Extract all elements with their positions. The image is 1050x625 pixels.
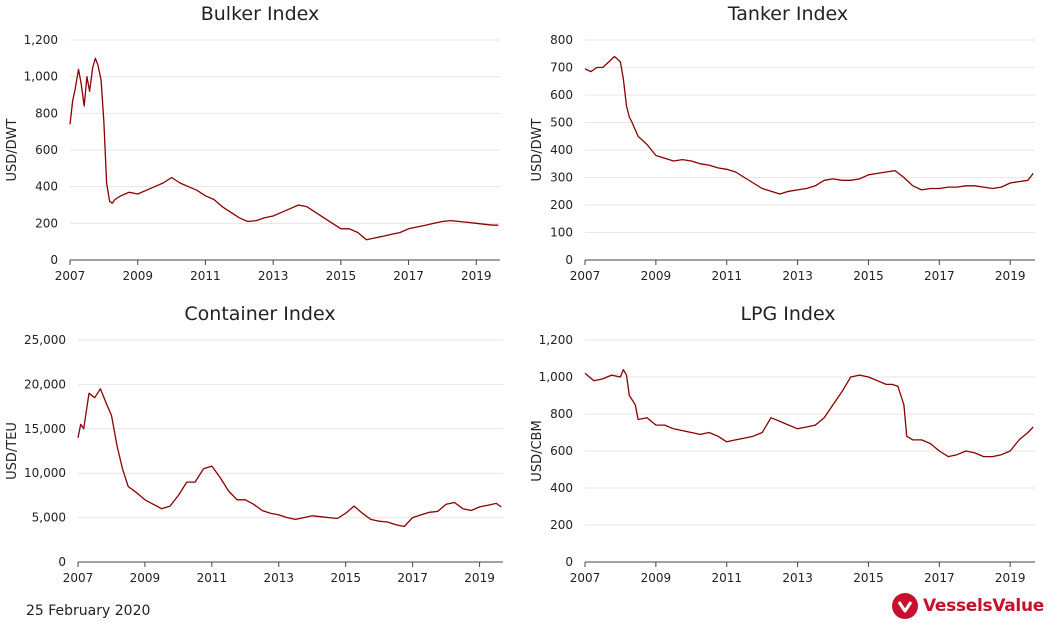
x-tick-label: 2009	[122, 269, 153, 283]
x-tick-label: 2011	[711, 571, 742, 585]
y-tick-label: 1,000	[539, 370, 573, 384]
x-tick-label: 2009	[641, 269, 672, 283]
y-tick-label: 1,000	[24, 70, 58, 84]
y-axis-label: USD/TEU	[5, 422, 20, 480]
series-line	[584, 55, 1034, 195]
y-tick-label: 0	[50, 253, 58, 267]
x-tick-label: 2013	[782, 269, 813, 283]
y-tick-label: 800	[550, 407, 573, 421]
series-line	[584, 368, 1034, 458]
x-tick-label: 2017	[393, 269, 424, 283]
x-tick-label: 2015	[853, 269, 884, 283]
y-tick-label: 600	[550, 444, 573, 458]
y-tick-label: 0	[58, 555, 66, 569]
vesselsvalue-logo-icon	[891, 593, 918, 619]
chart-title: Bulker Index	[201, 3, 320, 25]
chart-title: Container Index	[184, 303, 335, 325]
y-tick-label: 600	[35, 143, 58, 157]
x-tick-label: 2007	[55, 269, 86, 283]
x-tick-label: 2019	[461, 269, 492, 283]
brand-logo: VesselsValue	[891, 592, 1044, 620]
series-line	[69, 57, 499, 241]
y-tick-label: 200	[550, 198, 573, 212]
y-tick-label: 300	[550, 171, 573, 185]
y-tick-label: 400	[35, 180, 58, 194]
y-tick-label: 400	[550, 143, 573, 157]
x-tick-label: 2007	[63, 571, 94, 585]
y-tick-label: 0	[565, 253, 573, 267]
y-tick-label: 200	[550, 518, 573, 532]
x-tick-label: 2013	[264, 571, 295, 585]
y-tick-label: 0	[565, 555, 573, 569]
y-tick-label: 15,000	[24, 422, 66, 436]
x-tick-label: 2015	[330, 571, 361, 585]
x-tick-label: 2019	[464, 571, 495, 585]
y-tick-label: 800	[550, 33, 573, 47]
x-tick-label: 2009	[641, 571, 672, 585]
y-tick-label: 500	[550, 116, 573, 130]
bulker-index-chart: Bulker Index USD/DWT 0 200 400 600 800 1,000 1,2…	[5, 3, 500, 283]
y-tick-label: 700	[550, 61, 573, 75]
y-tick-label: 800	[35, 106, 58, 120]
x-tick-label: 2017	[924, 571, 955, 585]
x-tick-label: 2019	[995, 571, 1026, 585]
y-tick-label: 1,200	[24, 33, 58, 47]
lpg-index-chart: LPG Index USD/CBM 0 200 400 600 800 1,000 1,200 2…	[530, 303, 1035, 585]
y-axis-label: USD/DWT	[5, 118, 20, 181]
x-tick-label: 2013	[782, 571, 813, 585]
y-axis-label: USD/CBM	[530, 420, 545, 481]
x-tick-label: 2011	[711, 269, 742, 283]
y-tick-label: 25,000	[24, 333, 66, 347]
chart-grid: Bulker Index USD/DWT 0 200 400 600 800 1,000 1,2…	[5, 3, 1035, 585]
x-tick-label: 2007	[570, 571, 601, 585]
y-tick-label: 10,000	[24, 466, 66, 480]
container-index-chart: Container Index USD/TEU 0 5,000 10,000 15,000…	[5, 303, 503, 585]
y-axis-label: USD/DWT	[530, 118, 545, 181]
y-tick-label: 200	[35, 216, 58, 230]
tanker-index-chart: Tanker Index USD/DWT 0 100 200 300 400 500 600 70…	[530, 3, 1035, 283]
x-tick-label: 2017	[397, 571, 428, 585]
y-tick-label: 5,000	[32, 511, 66, 525]
x-tick-label: 2019	[995, 269, 1026, 283]
y-tick-label: 1,200	[539, 333, 573, 347]
series-line	[77, 388, 502, 528]
x-tick-label: 2015	[853, 571, 884, 585]
x-tick-label: 2009	[130, 571, 161, 585]
x-tick-label: 2013	[258, 269, 289, 283]
x-tick-label: 2011	[190, 269, 221, 283]
y-tick-label: 100	[550, 226, 573, 240]
report-date: 25 February 2020	[26, 603, 151, 619]
chart-title: LPG Index	[740, 303, 835, 325]
x-tick-label: 2007	[570, 269, 601, 283]
brand-name: VesselsValue	[922, 596, 1044, 616]
chart-title: Tanker Index	[727, 3, 848, 25]
y-tick-label: 400	[550, 481, 573, 495]
x-tick-label: 2011	[197, 571, 228, 585]
x-tick-label: 2015	[326, 269, 357, 283]
x-tick-label: 2017	[924, 269, 955, 283]
y-tick-label: 20,000	[24, 377, 66, 391]
y-tick-label: 600	[550, 88, 573, 102]
